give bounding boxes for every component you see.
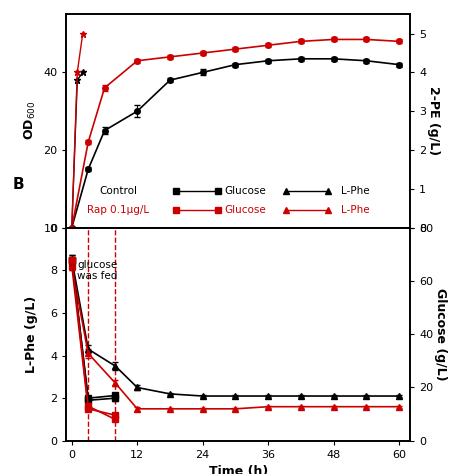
X-axis label: Time (h): Time (h) [209, 465, 268, 474]
Text: Rap 0.1μg/L: Rap 0.1μg/L [87, 205, 149, 216]
Text: L-Phe: L-Phe [341, 186, 369, 196]
Y-axis label: OD$_{600}$: OD$_{600}$ [23, 101, 37, 140]
Text: Glucose: Glucose [224, 186, 266, 196]
Text: L-Phe: L-Phe [341, 205, 369, 216]
Text: glucose
was fed: glucose was fed [77, 260, 118, 281]
Y-axis label: Glucose (g/L): Glucose (g/L) [434, 288, 447, 381]
Y-axis label: 2-PE (g/L): 2-PE (g/L) [427, 86, 440, 155]
Y-axis label: L-Phe (g/L): L-Phe (g/L) [25, 296, 38, 373]
Text: Control: Control [99, 186, 137, 196]
Text: Glucose: Glucose [224, 205, 266, 216]
Text: B: B [13, 177, 25, 192]
X-axis label: Time (h): Time (h) [209, 252, 268, 265]
